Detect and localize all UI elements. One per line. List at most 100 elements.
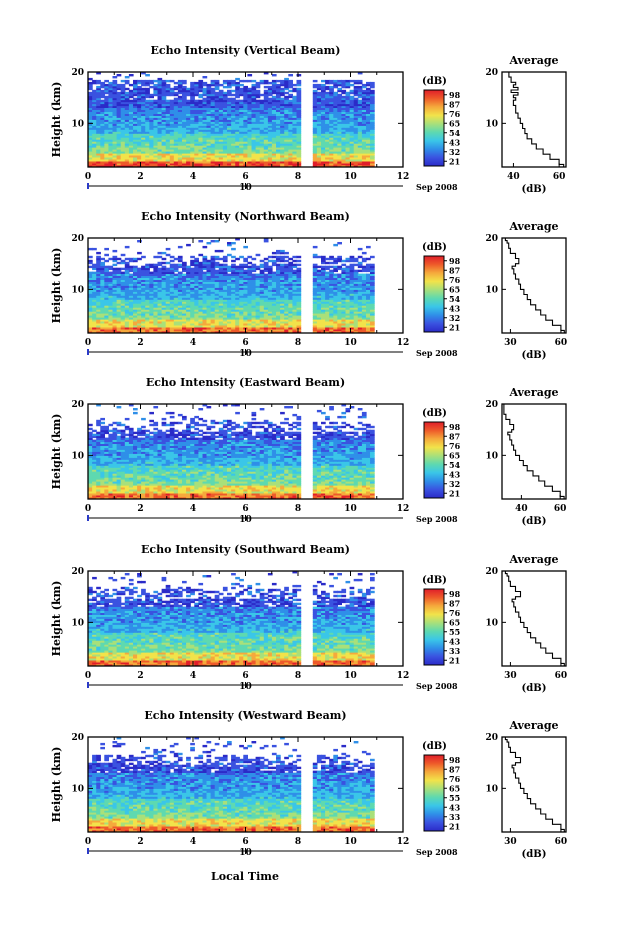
y-tick-label: 10 — [71, 285, 84, 295]
average-x-tick-label: 60 — [555, 837, 568, 847]
colorbar-tick-label: 43 — [449, 303, 461, 313]
x-tick-label: 12 — [397, 504, 410, 514]
colorbar-tick-label: 65 — [449, 617, 460, 627]
colorbar-tick-label: 54 — [449, 128, 461, 138]
y-axis-label: Height (km) — [50, 581, 63, 657]
average-x-tick-label: 60 — [553, 172, 566, 182]
y-tick-label: 10 — [71, 618, 84, 628]
month-label: Sep 2008 — [416, 847, 458, 857]
beam-panel: Echo Intensity (Eastward Beam) 0 2 4 6 8 10 12 1… — [50, 376, 567, 527]
x-tick-label: 8 — [295, 504, 301, 514]
colorbar-tick-label: 87 — [449, 764, 460, 774]
average-y-tick-label: 20 — [485, 567, 498, 577]
x-tick-label: 4 — [190, 504, 196, 514]
x-tick-label: 10 — [344, 837, 357, 847]
average-y-tick-label: 20 — [485, 733, 498, 743]
x-tick-label: 2 — [137, 338, 143, 348]
y-axis-label: Height (km) — [50, 82, 63, 158]
colorbar-tick-label: 76 — [449, 275, 461, 285]
colorbar — [423, 89, 445, 167]
colorbar-tick-label: 21 — [449, 821, 460, 831]
data-gap — [303, 238, 310, 333]
y-tick-label: 20 — [71, 567, 84, 577]
colorbar-tick-label: 76 — [449, 441, 461, 451]
heatmap-image — [88, 404, 375, 500]
average-y-tick-label: 10 — [485, 618, 498, 628]
colorbar-tick-label: 33 — [449, 812, 461, 822]
y-tick-label: 10 — [71, 784, 84, 794]
colorbar-tick-label: 32 — [449, 313, 460, 323]
day-label: 10 — [239, 515, 252, 525]
colorbar-tick-label: 55 — [449, 793, 460, 803]
average-x-label: (dB) — [522, 683, 547, 694]
x-tick-label: 8 — [295, 338, 301, 348]
x-tick-label: 8 — [295, 671, 301, 681]
x-tick-label: 6 — [242, 338, 248, 348]
colorbar-tick-label: 54 — [449, 294, 461, 304]
colorbar-tick-label: 87 — [449, 265, 460, 275]
colorbar-tick-label: 21 — [449, 322, 460, 332]
colorbar-tick-label: 21 — [449, 655, 460, 665]
colorbar-tick-label: 32 — [449, 147, 460, 157]
average-title: Average — [508, 386, 558, 399]
average-title: Average — [508, 719, 558, 732]
x-tick-label: 4 — [190, 338, 196, 348]
average-frame — [501, 403, 567, 500]
average-x-label: (dB) — [522, 516, 547, 527]
x-tick-label: 10 — [344, 338, 357, 348]
day-label: 10 — [239, 183, 252, 193]
heatmap-image — [88, 72, 375, 168]
colorbar-tick-label: 76 — [449, 774, 461, 784]
average-profile-line — [503, 736, 565, 832]
average-x-tick-label: 30 — [504, 671, 517, 681]
colorbar-tick-label: 43 — [449, 137, 461, 147]
chart-title: Echo Intensity (Southward Beam) — [141, 543, 350, 556]
average-x-label: (dB) — [522, 350, 547, 361]
data-gap — [303, 72, 310, 167]
colorbar-tick-label: 87 — [449, 431, 460, 441]
colorbar-tick-label: 43 — [449, 636, 461, 646]
colorbar-tick-label: 21 — [449, 156, 460, 166]
heatmap-image — [88, 238, 375, 334]
data-gap — [303, 737, 310, 832]
average-title: Average — [508, 553, 558, 566]
average-x-tick-label: 60 — [555, 671, 568, 681]
colorbar-tick-label: 98 — [449, 90, 461, 100]
colorbar-tick-label: 43 — [449, 802, 461, 812]
x-tick-label: 0 — [85, 671, 91, 681]
heatmap-image — [88, 571, 375, 667]
x-tick-label: 10 — [344, 671, 357, 681]
colorbar-tick-label: 55 — [449, 627, 460, 637]
average-frame — [501, 237, 567, 334]
colorbar-tick-label: 43 — [449, 469, 461, 479]
x-tick-label: 4 — [190, 671, 196, 681]
x-tick-label: 6 — [242, 837, 248, 847]
x-tick-label: 0 — [85, 504, 91, 514]
month-label: Sep 2008 — [416, 348, 458, 358]
day-label: 10 — [239, 349, 252, 359]
x-tick-label: 0 — [85, 172, 91, 182]
x-tick-label: 0 — [85, 837, 91, 847]
average-x-label: (dB) — [522, 849, 547, 860]
day-label: 10 — [239, 682, 252, 692]
x-tick-label: 12 — [397, 837, 410, 847]
colorbar-tick-label: 76 — [449, 608, 461, 618]
colorbar-tick-label: 32 — [449, 479, 460, 489]
chart-title: Echo Intensity (Westward Beam) — [144, 709, 346, 722]
colorbar-tick-label: 98 — [449, 422, 461, 432]
day-label: 10 — [239, 848, 252, 858]
average-frame — [501, 736, 567, 833]
average-title: Average — [508, 54, 558, 67]
y-axis-label: Height (km) — [50, 248, 63, 324]
colorbar-label: (dB) — [422, 408, 447, 419]
average-profile-line — [502, 403, 565, 499]
heatmap-image — [88, 737, 375, 833]
average-frame — [501, 71, 567, 168]
average-profile-line — [503, 570, 565, 666]
y-axis-label: Height (km) — [50, 747, 63, 823]
x-tick-label: 12 — [397, 671, 410, 681]
colorbar-tick-label: 33 — [449, 646, 461, 656]
average-x-tick-label: 40 — [515, 504, 528, 514]
colorbar — [423, 754, 445, 832]
colorbar-tick-label: 65 — [449, 118, 460, 128]
